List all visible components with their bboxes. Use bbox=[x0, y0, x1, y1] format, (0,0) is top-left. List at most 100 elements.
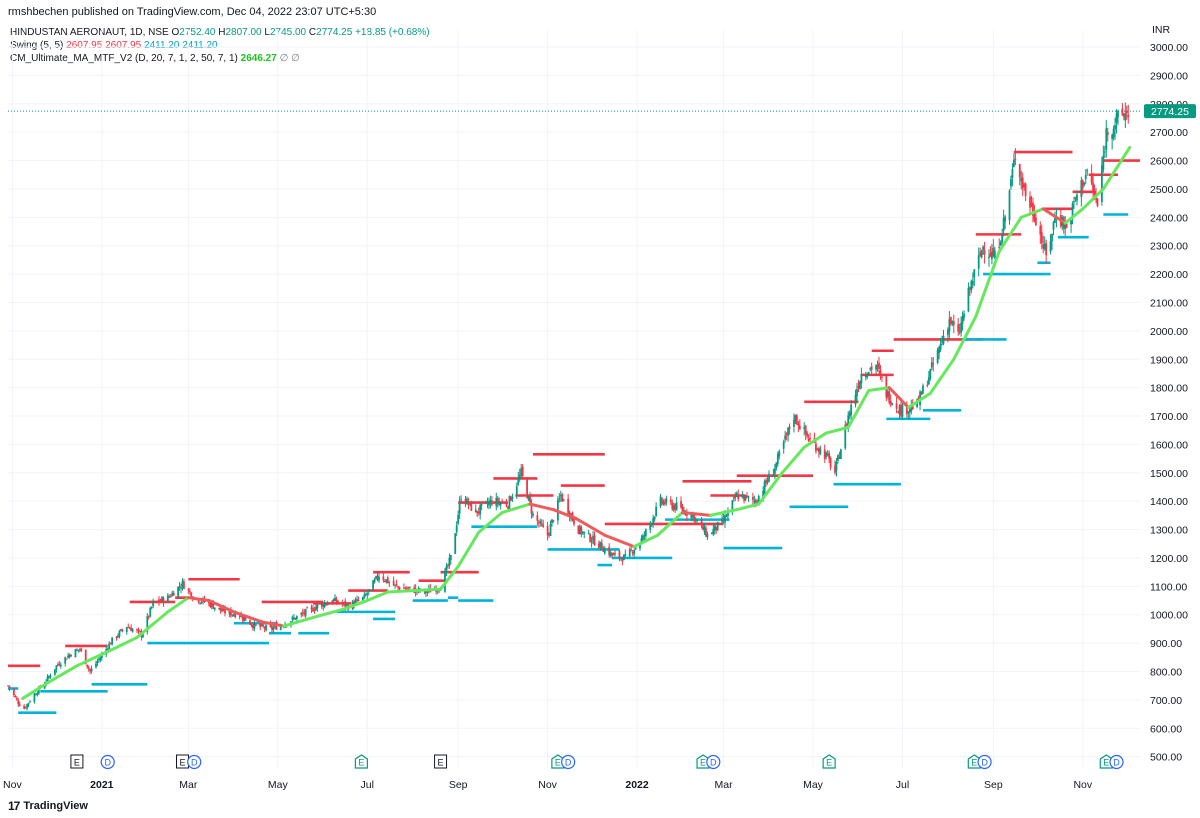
candle-body bbox=[158, 599, 160, 602]
candle-body bbox=[957, 324, 960, 332]
candle-body bbox=[938, 347, 941, 353]
candle-body bbox=[408, 586, 411, 588]
candle-body bbox=[650, 523, 653, 525]
swing-value-4: 2411.20 bbox=[182, 40, 218, 51]
candle-body bbox=[477, 511, 480, 513]
time-axis[interactable]: Nov 2021 Mar May Jul Sep Nov 2022 Mar May Jul Sep No… bbox=[3, 779, 1093, 791]
x-tick-label: 2021 bbox=[90, 779, 114, 791]
candle-body bbox=[710, 533, 713, 535]
candle-body bbox=[479, 505, 482, 515]
candle-body bbox=[951, 321, 954, 324]
candle-body bbox=[269, 623, 272, 627]
y-tick-label: 800.00 bbox=[1150, 666, 1182, 678]
candle-body bbox=[152, 601, 155, 607]
candle-body bbox=[86, 664, 89, 667]
candle-body bbox=[819, 448, 822, 455]
candle-body bbox=[598, 543, 600, 549]
candle-body bbox=[1034, 217, 1037, 226]
candle-body bbox=[983, 250, 986, 255]
candle-body bbox=[1103, 151, 1106, 153]
candle-body bbox=[310, 607, 313, 610]
tradingview-logo[interactable]: 17 TradingView bbox=[8, 799, 88, 813]
candle-body bbox=[361, 596, 364, 601]
ma-segment bbox=[952, 315, 978, 361]
candle-body bbox=[344, 600, 347, 607]
candle-body bbox=[29, 701, 31, 703]
candle-body bbox=[724, 515, 726, 523]
candle-body bbox=[558, 498, 561, 500]
ma-legend-row[interactable]: CM_Ultimate_MA_MTF_V2 (D, 20, 7, 1, 2, 5… bbox=[10, 52, 430, 65]
candle-body bbox=[618, 551, 621, 558]
candle-body bbox=[969, 287, 971, 290]
ma-segment bbox=[106, 635, 139, 654]
visibility-icon[interactable]: ∅ bbox=[291, 53, 300, 64]
ma-segment bbox=[632, 533, 660, 549]
candle-body bbox=[578, 526, 581, 534]
candle-body bbox=[392, 580, 395, 586]
y-tick-label: 2000.00 bbox=[1150, 326, 1188, 338]
candle-body bbox=[496, 497, 499, 504]
candle-body bbox=[199, 602, 201, 604]
candle-body bbox=[1043, 243, 1046, 250]
candle-body bbox=[768, 473, 770, 482]
candle-body bbox=[772, 473, 775, 477]
candle-body bbox=[741, 495, 744, 498]
candle-body bbox=[262, 624, 265, 627]
swing-indicator-name[interactable]: Swing (5, 5) bbox=[10, 40, 64, 51]
candle-body bbox=[775, 462, 778, 469]
candle-body bbox=[672, 505, 675, 511]
candle-body bbox=[971, 281, 974, 285]
event-label: D bbox=[710, 758, 717, 768]
candle-body bbox=[1076, 194, 1078, 201]
y-tick-label: 3000.00 bbox=[1150, 42, 1188, 54]
candle-body bbox=[385, 579, 388, 583]
candle-body bbox=[529, 494, 531, 503]
candle-body bbox=[501, 501, 504, 503]
candle-body bbox=[929, 368, 932, 379]
ma-indicator-name[interactable]: CM_Ultimate_MA_MTF_V2 (D, 20, 7, 1, 2, 5… bbox=[10, 53, 238, 64]
candle-body bbox=[468, 501, 471, 504]
close-label: C bbox=[308, 27, 317, 38]
x-tick-label: Jul bbox=[361, 779, 374, 791]
candle-body bbox=[476, 510, 479, 514]
candle-body bbox=[56, 664, 59, 666]
candle-body bbox=[315, 607, 317, 611]
candle-body bbox=[1112, 128, 1115, 138]
candle-body bbox=[886, 391, 889, 397]
candle-body bbox=[876, 364, 879, 366]
candle-body bbox=[372, 580, 375, 591]
candle-body bbox=[982, 246, 985, 251]
candle-body bbox=[702, 524, 704, 530]
candle-body bbox=[583, 531, 586, 534]
candle-body bbox=[1084, 175, 1087, 180]
candle-body bbox=[466, 498, 468, 505]
candle-body bbox=[46, 676, 49, 681]
price-axis[interactable]: 3000.002900.002800.002700.002600.002500.… bbox=[8, 24, 1196, 764]
candle-body bbox=[136, 629, 138, 631]
candle-body bbox=[100, 654, 103, 658]
candle-body bbox=[128, 628, 131, 630]
candle-body bbox=[602, 550, 605, 552]
high-value: 2807.00 bbox=[225, 27, 262, 38]
candle-body bbox=[1111, 134, 1114, 139]
symbol-label[interactable]: HINDUSTAN AERONAUT, 1D, NSE bbox=[10, 27, 169, 38]
candle-body bbox=[341, 603, 344, 605]
candle-body bbox=[335, 599, 338, 603]
candle-body bbox=[64, 657, 67, 664]
visibility-icon[interactable]: ∅ bbox=[279, 53, 289, 64]
candle-body bbox=[963, 313, 965, 318]
swing-legend-row[interactable]: Swing (5, 5) 2607.95 2607.95 2411.20 241… bbox=[10, 39, 430, 52]
candle-body bbox=[260, 624, 263, 626]
candle-body bbox=[109, 643, 112, 645]
candle-body bbox=[460, 499, 462, 501]
moving-average bbox=[21, 145, 1132, 700]
candle-body bbox=[76, 649, 78, 651]
dividend-icon bbox=[187, 754, 202, 770]
candle-body bbox=[180, 587, 182, 589]
candle-body bbox=[837, 455, 839, 461]
candle-body bbox=[828, 452, 831, 459]
candle-body bbox=[621, 559, 624, 562]
open-label: O bbox=[171, 27, 180, 38]
candle-body bbox=[26, 704, 28, 709]
